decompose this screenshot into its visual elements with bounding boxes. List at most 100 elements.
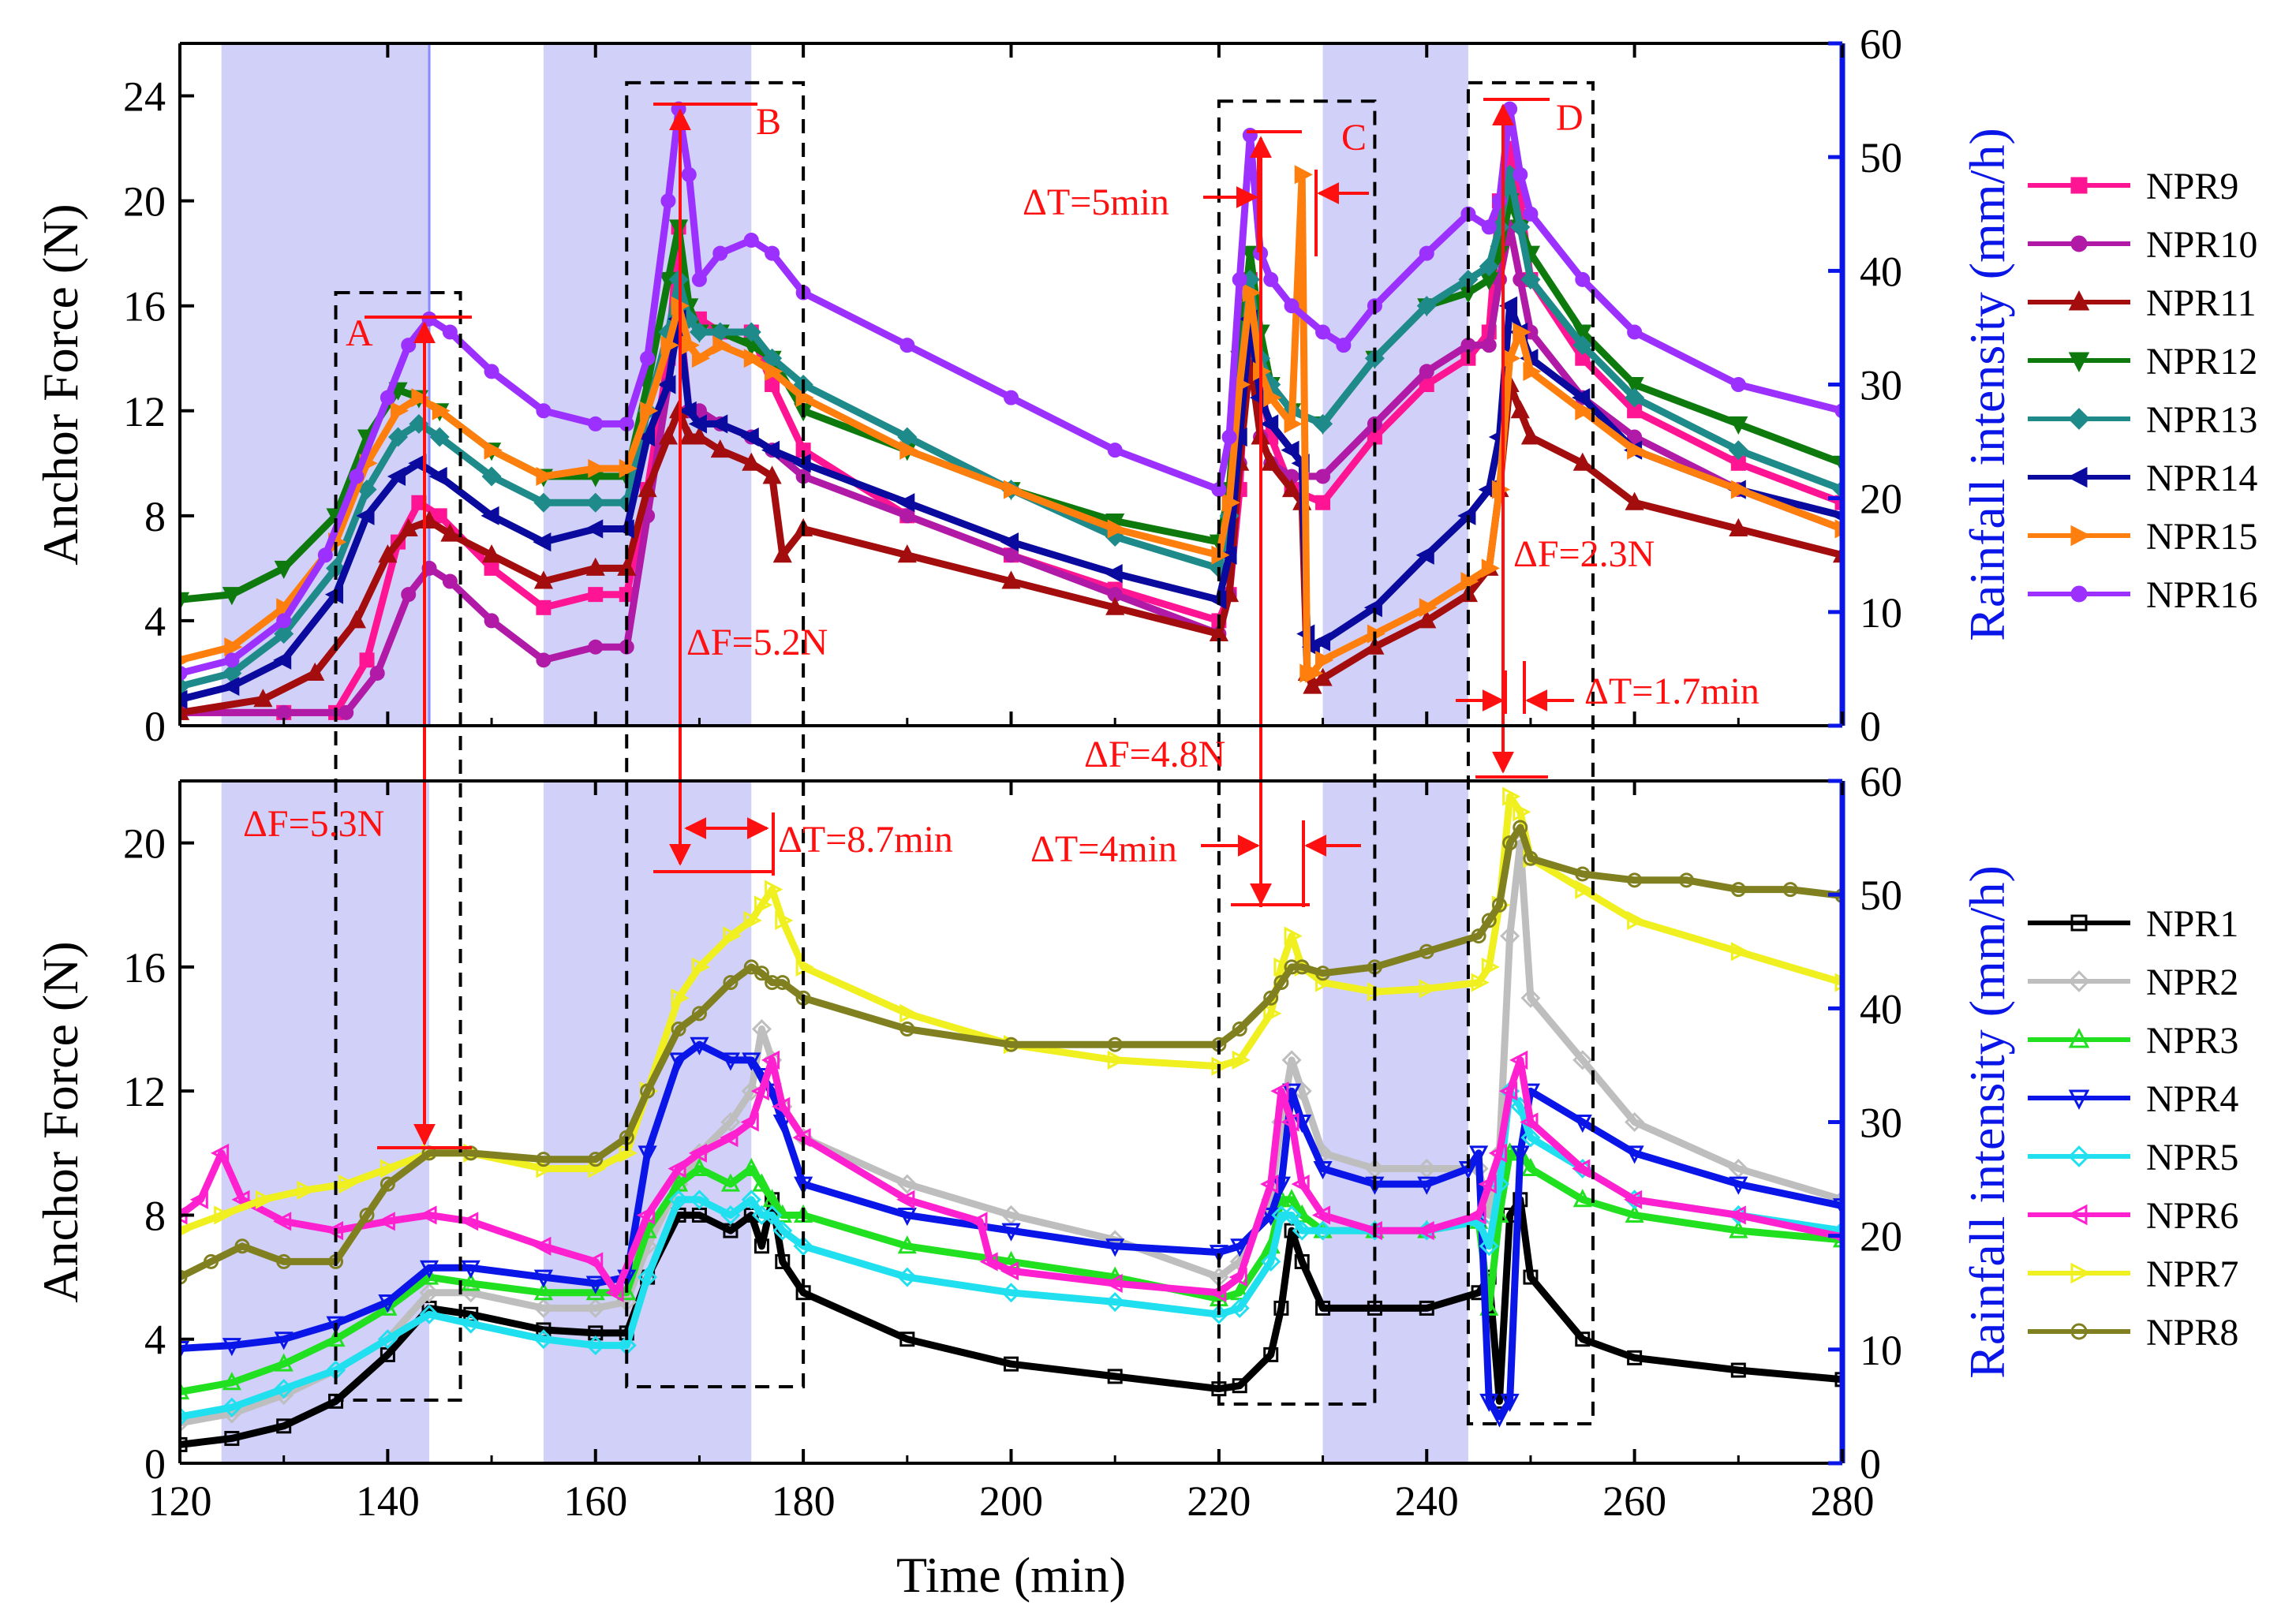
data-point-npr8 <box>691 1006 707 1022</box>
data-point-npr15 <box>1481 558 1500 578</box>
data-point-npr14 <box>356 506 375 525</box>
data-point-npr11 <box>1313 667 1333 686</box>
data-point-npr7 <box>1107 1050 1126 1070</box>
data-point-npr16 <box>1523 206 1539 222</box>
data-point-npr6 <box>667 1159 686 1178</box>
data-point-npr1 <box>1627 1350 1643 1365</box>
legend-label-npr2: NPR2 <box>2146 962 2238 1003</box>
data-point-npr3 <box>585 1282 605 1301</box>
y2-axis-title-bottom: Rainfall intensity (mm/h) <box>1959 865 2015 1379</box>
data-point-npr8 <box>536 1152 552 1167</box>
data-point-npr7 <box>1273 957 1292 977</box>
y2-tick-label-bottom: 40 <box>1860 985 1902 1033</box>
data-point-npr11 <box>585 557 605 576</box>
data-point-npr4 <box>1313 1160 1333 1180</box>
y-tick-label-top: 4 <box>144 598 166 645</box>
y2-tick-label-top: 0 <box>1860 703 1881 750</box>
data-point-npr3 <box>326 1328 346 1347</box>
data-point-npr2 <box>1832 1190 1842 1210</box>
data-point-npr5 <box>1000 1283 1022 1303</box>
legend-marker-npr2 <box>2068 970 2090 992</box>
legend-entry-npr10: NPR10 <box>2028 224 2257 266</box>
y-tick-label-top: 12 <box>123 388 166 435</box>
data-point-npr8 <box>899 1022 915 1037</box>
data-point-npr4 <box>1417 1176 1437 1195</box>
data-point-npr7 <box>691 957 711 977</box>
data-point-npr5 <box>668 1190 689 1210</box>
data-point-npr6 <box>1468 1205 1486 1225</box>
legend-label-npr11: NPR11 <box>2146 282 2257 324</box>
legend-entry-npr7: NPR7 <box>2028 1253 2238 1295</box>
data-point-npr16 <box>1232 271 1247 287</box>
data-point-npr6 <box>1260 1175 1279 1194</box>
data-point-npr5 <box>689 1190 709 1210</box>
data-point-npr2 <box>419 1283 439 1303</box>
data-point-npr4 <box>180 1341 190 1360</box>
data-point-npr14 <box>1311 632 1331 652</box>
data-point-npr8 <box>1004 1036 1019 1052</box>
y2-tick-label-bottom: 50 <box>1860 872 1902 919</box>
data-point-npr12 <box>1572 324 1592 343</box>
data-point-npr8 <box>1315 966 1331 981</box>
data-point-npr15 <box>1315 650 1334 670</box>
data-point-npr8 <box>671 1022 686 1037</box>
data-point-npr2 <box>1500 926 1520 947</box>
data-point-npr5 <box>1292 1220 1312 1241</box>
data-point-npr16 <box>421 311 437 327</box>
data-point-npr10 <box>369 665 385 681</box>
data-point-npr4 <box>638 1145 657 1164</box>
data-point-npr15 <box>484 440 503 460</box>
annotation-text-layer: A B C D ΔT=5min ΔF=5.2N ΔF=2.3N ΔT=1.7mi… <box>243 97 1759 870</box>
y2-tick-label-top: 10 <box>1860 589 1902 637</box>
data-point-npr7 <box>214 1205 233 1225</box>
data-point-npr15 <box>1460 571 1479 592</box>
annotation-df-5-3n: ΔF=5.3N <box>243 803 384 845</box>
data-point-npr8 <box>1284 959 1299 975</box>
data-point-npr4 <box>585 1276 605 1294</box>
data-point-npr8 <box>1419 943 1434 959</box>
data-point-npr12 <box>1729 416 1748 435</box>
data-point-npr5 <box>180 1406 190 1427</box>
data-point-npr14 <box>1281 440 1299 460</box>
data-point-npr11 <box>1105 596 1125 615</box>
data-point-npr3 <box>461 1272 481 1291</box>
data-point-npr13 <box>1625 387 1645 408</box>
data-point-npr5 <box>720 1205 741 1225</box>
data-point-npr16 <box>1502 101 1518 117</box>
data-point-npr6 <box>1104 1273 1123 1294</box>
data-point-npr14 <box>1572 388 1591 408</box>
data-point-npr7 <box>297 1180 316 1201</box>
data-point-npr1 <box>1315 1300 1331 1316</box>
data-point-npr3 <box>1572 1189 1592 1208</box>
rain-band-layer <box>221 43 1468 1463</box>
data-point-npr7 <box>795 957 814 977</box>
data-point-npr16 <box>276 613 292 629</box>
data-point-npr4 <box>461 1260 481 1279</box>
data-point-npr8 <box>1513 820 1528 835</box>
data-point-npr4 <box>326 1316 346 1335</box>
data-point-npr16 <box>1284 298 1299 314</box>
data-point-npr15 <box>640 401 659 420</box>
data-point-npr9 <box>765 377 780 392</box>
data-point-npr1 <box>588 1325 604 1341</box>
data-point-npr8 <box>723 975 739 991</box>
data-point-npr16 <box>1481 219 1497 235</box>
legend-entry-npr16: NPR16 <box>2028 574 2257 616</box>
data-point-npr16 <box>349 469 365 484</box>
data-point-npr14 <box>1415 545 1434 565</box>
rain-period-band-bottom-3 <box>1322 781 1468 1463</box>
data-point-npr5 <box>274 1379 294 1399</box>
data-point-npr1 <box>1575 1332 1591 1347</box>
data-point-npr1 <box>1107 1369 1123 1384</box>
data-point-npr8 <box>380 1176 395 1192</box>
data-point-npr4 <box>1625 1145 1644 1164</box>
data-point-npr6 <box>750 1081 769 1101</box>
legend-entry-npr4: NPR4 <box>2028 1078 2238 1120</box>
legend-label-npr12: NPR12 <box>2146 341 2257 383</box>
data-point-npr1 <box>180 1436 188 1452</box>
data-point-npr14 <box>1000 532 1019 552</box>
data-point-npr4 <box>1510 1145 1530 1164</box>
data-point-npr14 <box>428 466 447 487</box>
data-point-npr9 <box>536 599 552 615</box>
x-tick-label: 260 <box>1602 1477 1666 1525</box>
